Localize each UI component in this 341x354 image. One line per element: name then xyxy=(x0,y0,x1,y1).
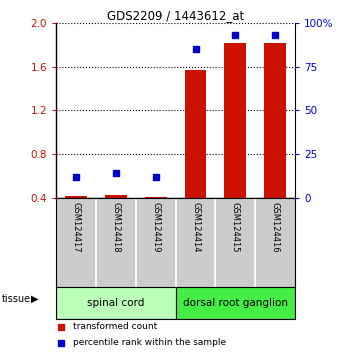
Text: GSM124414: GSM124414 xyxy=(191,202,200,253)
Bar xyxy=(224,43,246,198)
Bar xyxy=(56,287,176,319)
Text: tissue: tissue xyxy=(2,294,31,304)
Text: GSM124419: GSM124419 xyxy=(151,202,160,253)
Bar xyxy=(145,197,167,198)
Text: transformed count: transformed count xyxy=(73,322,157,331)
Text: ▶: ▶ xyxy=(31,294,38,304)
Title: GDS2209 / 1443612_at: GDS2209 / 1443612_at xyxy=(107,9,244,22)
Text: GSM124416: GSM124416 xyxy=(270,202,280,253)
Text: spinal cord: spinal cord xyxy=(87,298,145,308)
Bar xyxy=(176,287,295,319)
Bar xyxy=(184,70,206,198)
Text: percentile rank within the sample: percentile rank within the sample xyxy=(73,338,226,347)
Text: GSM124418: GSM124418 xyxy=(112,202,120,253)
Bar xyxy=(264,43,286,198)
Text: GSM124417: GSM124417 xyxy=(72,202,81,253)
Bar xyxy=(105,195,127,198)
Bar xyxy=(65,196,87,198)
Text: GSM124415: GSM124415 xyxy=(231,202,240,253)
Text: dorsal root ganglion: dorsal root ganglion xyxy=(183,298,288,308)
